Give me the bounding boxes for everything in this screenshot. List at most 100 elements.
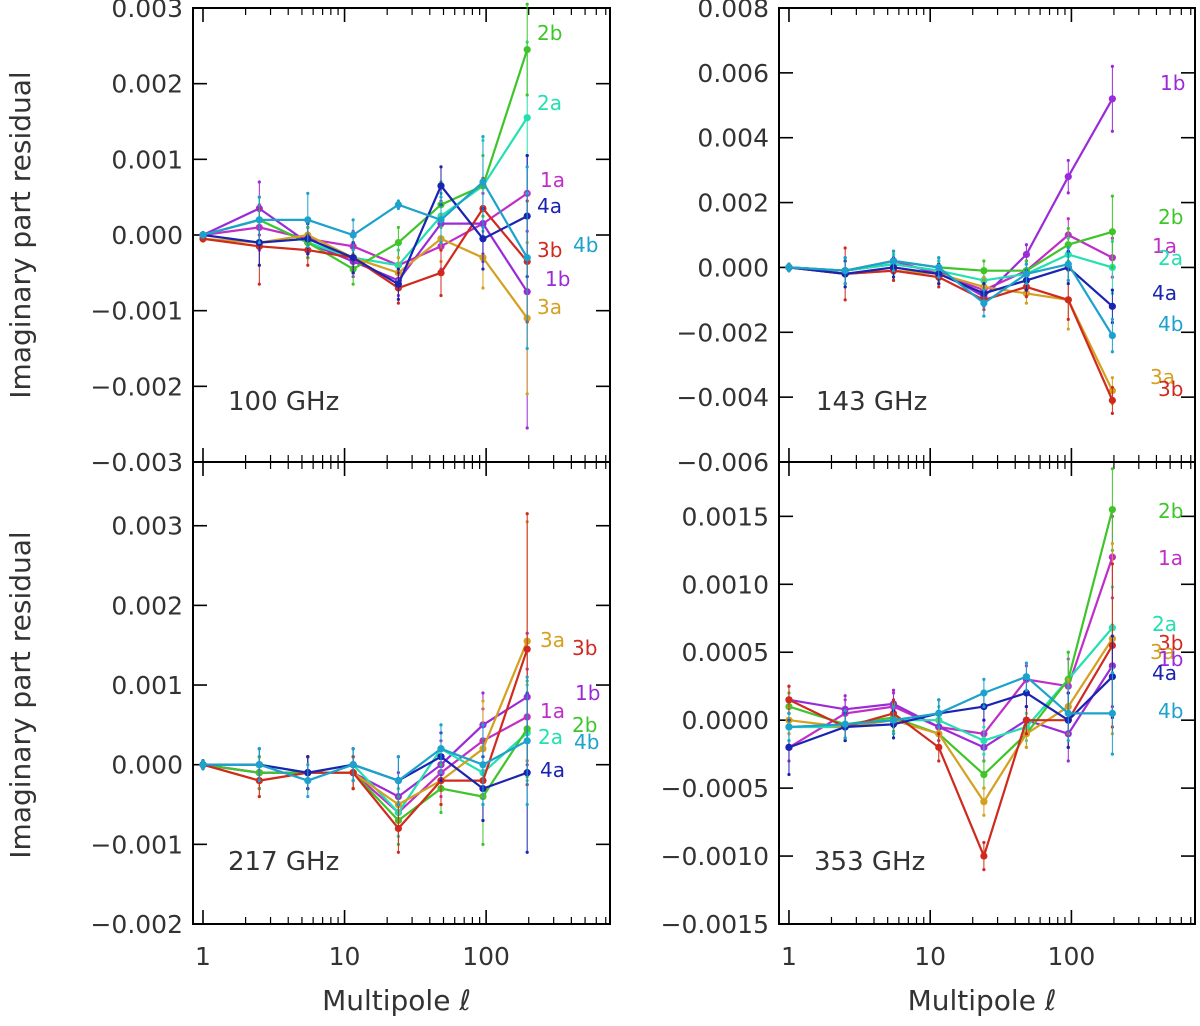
series-label-1a: 1a: [1152, 234, 1177, 258]
data-point: [394, 777, 402, 785]
y-axis-title: Imaginary part residual: [4, 531, 37, 858]
error-cap: [891, 698, 896, 702]
error-cap: [1066, 282, 1070, 286]
data-point: [394, 201, 402, 209]
error-cap: [306, 244, 310, 248]
error-cap: [891, 688, 896, 692]
data-point: [841, 267, 849, 275]
error-cap: [306, 755, 310, 759]
data-point: [1108, 331, 1116, 340]
series-label-3a: 3a: [540, 628, 565, 652]
series-label-3b: 3b: [537, 238, 562, 262]
data-point: [479, 178, 487, 186]
y-tick-label: 0.002: [697, 189, 769, 218]
error-cap: [1066, 738, 1070, 743]
error-cap: [937, 698, 941, 702]
series-2a: [199, 683, 531, 838]
error-cap: [1024, 282, 1029, 286]
data-point: [1108, 505, 1116, 514]
series-line: [788, 266, 1114, 401]
data-point: [980, 736, 988, 745]
error-cap: [787, 711, 791, 715]
y-tick-label: −0.0010: [661, 842, 769, 871]
y-tick-label: 0.000: [111, 221, 183, 250]
series-label-1a: 1a: [540, 168, 565, 192]
error-cap: [257, 240, 261, 245]
x-tick-label: 1: [781, 942, 797, 971]
error-cap: [481, 699, 485, 703]
chart-panel-3: −0.002 −0.001 0.000 0.001 0.002 0.003 1 10 100 Im…: [4, 461, 611, 1017]
error-cap: [396, 850, 400, 854]
y-tick-label: 0.006: [697, 59, 769, 88]
error-cap: [1024, 732, 1029, 736]
error-cap: [525, 93, 529, 97]
error-cap: [891, 278, 896, 282]
error-cap: [982, 840, 986, 845]
error-cap: [525, 392, 529, 396]
series-line: [203, 739, 528, 782]
y-tick-label: 0.0000: [682, 706, 769, 735]
error-cap: [1110, 634, 1114, 638]
error-cap: [1024, 288, 1029, 292]
series-label-2a: 2a: [1158, 246, 1183, 270]
error-cap: [1110, 64, 1114, 68]
error-cap: [525, 426, 529, 430]
series-label-4b: 4b: [573, 233, 598, 257]
y-tick-label: −0.002: [676, 318, 769, 347]
data-point: [199, 761, 207, 769]
error-cap: [1024, 704, 1029, 709]
x-tick-label: 100: [1048, 942, 1096, 971]
series-line: [202, 49, 529, 271]
series-line: [788, 509, 1114, 777]
data-point: [889, 716, 898, 724]
series-label-4a: 4a: [1152, 661, 1177, 685]
error-cap: [843, 694, 847, 698]
y-tick-label: −0.006: [676, 448, 769, 477]
data-point: [935, 743, 943, 751]
series-line: [202, 233, 529, 319]
y-tick-label: 0.008: [697, 0, 769, 23]
error-cap: [481, 286, 485, 290]
error-cap: [257, 282, 261, 286]
series-4b: [199, 135, 531, 351]
panel-frequency-label: 353 GHz: [814, 847, 925, 877]
data-point: [437, 269, 445, 277]
error-cap: [1066, 327, 1070, 331]
series-line: [788, 266, 1114, 392]
series-label-3b: 3b: [1158, 631, 1183, 655]
series-label-1b: 1b: [1158, 647, 1183, 671]
y-tick-label: 0.003: [111, 0, 183, 23]
error-cap: [481, 267, 485, 271]
error-cap: [306, 263, 310, 267]
series-label-3a: 3a: [537, 295, 562, 319]
series-line: [788, 644, 1114, 860]
series-line: [202, 183, 528, 286]
error-cap: [1110, 385, 1114, 390]
data-point: [980, 798, 988, 806]
series-label-1b: 1b: [545, 267, 570, 291]
error-cap: [843, 246, 847, 250]
data-point: [785, 743, 793, 751]
error-cap: [982, 259, 986, 263]
series-3a: [785, 259, 1116, 406]
series-1b: [785, 623, 1116, 763]
error-cap: [982, 868, 986, 872]
y-tick-label: 0.001: [111, 671, 183, 700]
error-cap: [351, 218, 355, 222]
error-cap: [937, 275, 941, 279]
data-point: [437, 745, 445, 753]
y-tick-label: 0.004: [697, 124, 769, 153]
error-cap: [1110, 541, 1114, 546]
data-point: [889, 257, 898, 265]
error-cap: [525, 153, 529, 158]
series-line: [202, 206, 529, 290]
error-cap: [891, 275, 896, 279]
error-cap: [525, 850, 529, 854]
error-cap: [1066, 278, 1070, 282]
error-cap: [1024, 262, 1029, 266]
error-cap: [1066, 317, 1070, 321]
plot-frame: [778, 461, 1196, 925]
series-line: [202, 180, 529, 259]
x-tick-label: 10: [914, 942, 946, 971]
